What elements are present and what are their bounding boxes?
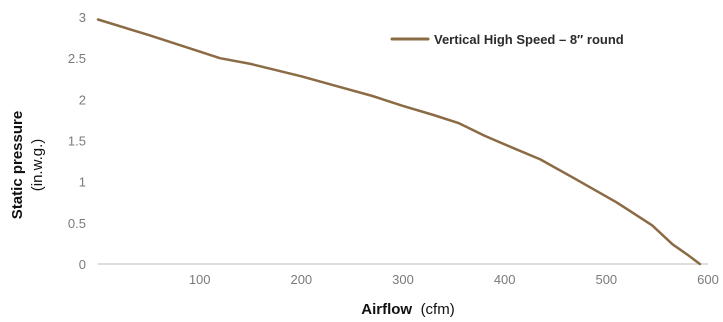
x-axis-title-bold: Airflow: [361, 301, 412, 318]
y-axis-title-unit: (in.w.g.): [29, 139, 46, 192]
x-tick-label: 400: [494, 272, 516, 287]
series-layer: [96, 18, 702, 266]
y-tick-label: 1.5: [68, 134, 86, 149]
y-tick-label: 3: [79, 10, 86, 25]
legend-label: Vertical High Speed – 8″ round: [434, 32, 624, 47]
x-axis-title: Airflow (cfm): [361, 301, 454, 318]
x-tick-label: 200: [290, 272, 312, 287]
y-tick-labels: 0 0.5 1 1.5 2 2.5 3: [68, 10, 86, 272]
x-axis-title-unit: (cfm): [421, 301, 455, 318]
y-tick-label: 1: [79, 175, 86, 190]
y-tick-label: 0.5: [68, 216, 86, 231]
y-tick-label: 2: [79, 92, 86, 107]
y-tick-label: 2.5: [68, 51, 86, 66]
x-tick-label: 500: [595, 272, 617, 287]
x-tick-label: 300: [392, 272, 414, 287]
y-tick-label: 0: [79, 257, 86, 272]
legend: Vertical High Speed – 8″ round: [390, 32, 624, 47]
y-axis-title: Static pressure: [9, 111, 26, 219]
series-line: [96, 18, 702, 266]
x-tick-label: 100: [189, 272, 211, 287]
x-tick-label: 600: [697, 272, 719, 287]
x-tick-labels: 100 200 300 400 500 600: [189, 272, 719, 287]
